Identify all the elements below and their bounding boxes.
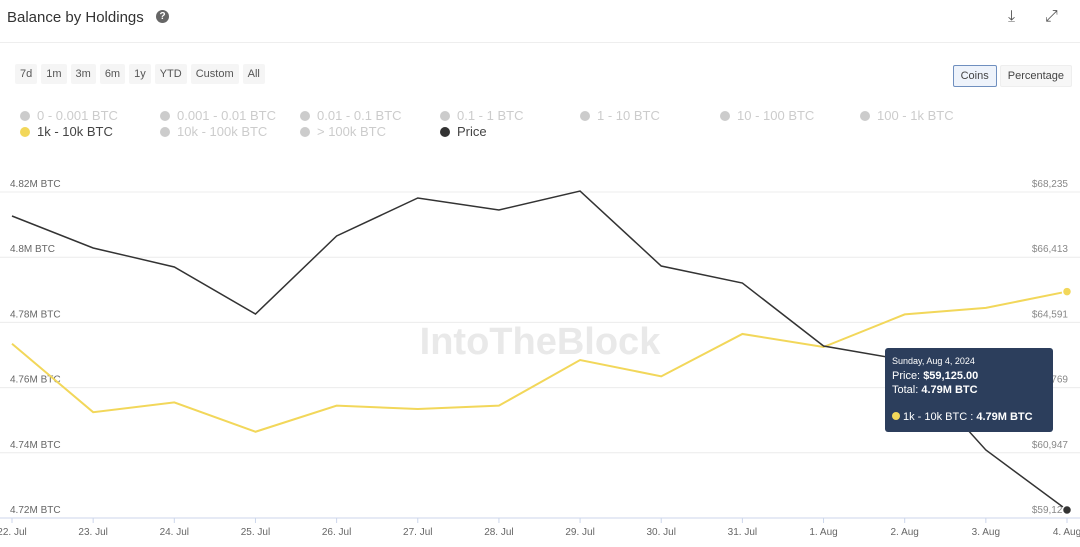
legend-label: 100 - 1k BTC xyxy=(877,108,954,123)
legend-dot-icon xyxy=(720,111,730,121)
x-tick-label: 27. Jul xyxy=(403,527,432,538)
legend-item[interactable]: 0.001 - 0.01 BTC xyxy=(160,108,276,123)
legend-item[interactable]: 10 - 100 BTC xyxy=(720,108,814,123)
x-tick-label: 28. Jul xyxy=(484,527,513,538)
y-right-tick-label: $59,125 xyxy=(1032,505,1069,516)
y-right-tick-label: $64,591 xyxy=(1032,309,1069,320)
x-tick-label: 2. Aug xyxy=(891,527,919,538)
x-tick-label: 22. Jul xyxy=(0,527,27,538)
legend-label: 0.01 - 0.1 BTC xyxy=(317,108,402,123)
x-tick-label: 3. Aug xyxy=(972,527,1000,538)
y-left-tick-label: 4.82M BTC xyxy=(10,179,61,190)
legend-dot-icon xyxy=(580,111,590,121)
series-dot-icon xyxy=(892,412,900,420)
download-icon[interactable]: ⤓ xyxy=(1008,8,1016,25)
question-circle-icon[interactable]: ? xyxy=(156,10,169,23)
legend-label: 10k - 100k BTC xyxy=(177,124,268,139)
x-tick-label: 24. Jul xyxy=(160,527,189,538)
y-left-tick-label: 4.8M BTC xyxy=(10,244,55,255)
legend-item[interactable]: 1 - 10 BTC xyxy=(580,108,660,123)
legend-label: > 100k BTC xyxy=(317,124,387,139)
x-tick-label: 31. Jul xyxy=(728,527,757,538)
legend-label: Price xyxy=(457,124,487,139)
legend-label: 1k - 10k BTC xyxy=(37,124,113,139)
legend-dot-icon xyxy=(440,111,450,121)
legend-item[interactable]: 0 - 0.001 BTC xyxy=(20,108,118,123)
x-tick-label: 23. Jul xyxy=(78,527,107,538)
legend-label: 10 - 100 BTC xyxy=(737,108,815,123)
legend-item[interactable]: Price xyxy=(440,124,487,139)
range-1y[interactable]: 1y xyxy=(129,64,151,84)
data-point xyxy=(1061,286,1073,297)
legend-item[interactable]: 0.1 - 1 BTC xyxy=(440,108,523,123)
watermark-logo: IntoTheBlock xyxy=(420,321,662,363)
percentage-button[interactable]: Percentage xyxy=(999,65,1072,87)
x-tick-label: 30. Jul xyxy=(646,527,675,538)
range-custom[interactable]: Custom xyxy=(190,64,239,84)
legend-dot-icon xyxy=(300,127,310,137)
legend-dot-icon xyxy=(160,111,170,121)
x-tick-label: 1. Aug xyxy=(809,527,837,538)
legend-dot-icon xyxy=(440,127,450,137)
tooltip-total-label: Total: xyxy=(892,384,919,396)
legend-item[interactable]: 100 - 1k BTC xyxy=(860,108,954,123)
y-right-tick-label: $66,413 xyxy=(1032,244,1069,255)
range-1m[interactable]: 1m xyxy=(41,64,67,84)
range-7d[interactable]: 7d xyxy=(15,64,38,84)
x-tick-label: 29. Jul xyxy=(565,527,594,538)
range-3m[interactable]: 3m xyxy=(70,64,96,84)
coins-button[interactable]: Coins xyxy=(952,65,997,87)
x-tick-label: 25. Jul xyxy=(241,527,270,538)
x-tick-label: 26. Jul xyxy=(322,527,351,538)
y-left-tick-label: 4.74M BTC xyxy=(10,440,61,451)
tooltip-date: Sunday, Aug 4, 2024 xyxy=(892,356,975,366)
page-title: Balance by Holdings xyxy=(7,9,144,26)
legend-item[interactable]: 0.01 - 0.1 BTC xyxy=(300,108,402,123)
legend-label: 0.1 - 1 BTC xyxy=(457,108,524,123)
legend-item[interactable]: 10k - 100k BTC xyxy=(160,124,267,139)
tooltip-series-label: 1k - 10k BTC : xyxy=(903,411,974,423)
series-line-holdings xyxy=(11,290,1068,433)
mode-toggle: Coins Percentage xyxy=(952,65,1072,87)
chart-header: Balance by Holdings ? ⤓ ⤢ xyxy=(0,0,1080,43)
y-right-tick-label: $68,235 xyxy=(1032,179,1069,190)
range-ytd[interactable]: YTD xyxy=(154,64,187,84)
legend-dot-icon xyxy=(300,111,310,121)
tooltip-total-value: 4.79M BTC xyxy=(921,384,978,396)
legend-dot-icon xyxy=(860,111,870,121)
legend-dot-icon xyxy=(20,111,30,121)
data-point xyxy=(1061,504,1073,516)
tooltip-price-value: $59,125.00 xyxy=(923,370,979,382)
y-left-tick-label: 4.76M BTC xyxy=(10,375,61,386)
range-all[interactable]: All xyxy=(242,64,265,84)
y-right-tick-label: $60,947 xyxy=(1032,440,1069,451)
tooltip-price-label: Price: xyxy=(892,370,921,382)
x-tick-label: 4. Aug xyxy=(1053,527,1080,538)
expand-icon[interactable]: ⤢ xyxy=(1045,8,1058,25)
legend-item[interactable]: > 100k BTC xyxy=(300,124,386,139)
range-6m[interactable]: 6m xyxy=(99,64,126,84)
y-left-tick-label: 4.78M BTC xyxy=(10,309,61,320)
tooltip-series-value: 4.79M BTC xyxy=(976,411,1033,423)
y-left-tick-label: 4.72M BTC xyxy=(10,505,61,516)
legend-label: 0.001 - 0.01 BTC xyxy=(177,108,276,123)
legend-dot-icon xyxy=(160,127,170,137)
legend-label: 0 - 0.001 BTC xyxy=(37,108,118,123)
legend-item[interactable]: 1k - 10k BTC xyxy=(20,124,113,139)
legend-dot-icon xyxy=(20,127,30,137)
legend-label: 1 - 10 BTC xyxy=(597,108,660,123)
tooltip: Sunday, Aug 4, 2024 Price: $59,125.00 To… xyxy=(885,348,1053,432)
time-range-selector: 7d 1m 3m 6m 1y YTD Custom All xyxy=(15,64,265,84)
